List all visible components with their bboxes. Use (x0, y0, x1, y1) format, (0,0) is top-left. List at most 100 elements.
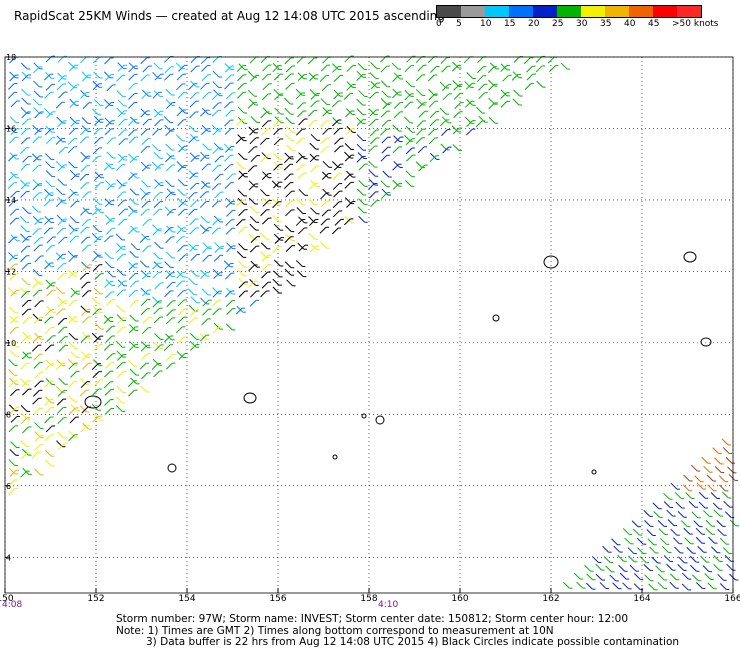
wind-barb (212, 308, 222, 316)
island-outline (492, 314, 500, 322)
wind-barb (56, 116, 66, 124)
wind-barb (106, 84, 116, 92)
time-label-start: 4:08 (2, 600, 23, 610)
wind-barb (190, 92, 200, 100)
wind-barb (440, 143, 450, 151)
wind-barb (286, 279, 296, 287)
wind-barb (9, 208, 20, 216)
wind-barb (43, 73, 54, 81)
wind-barb (8, 174, 18, 181)
wind-barb (199, 333, 210, 340)
wind-barb (8, 479, 18, 487)
y-tick-label: 10 (6, 339, 16, 348)
wind-barb (273, 128, 283, 136)
wind-barb (381, 90, 391, 98)
wind-barb (141, 164, 152, 172)
wind-barb (80, 226, 90, 234)
wind-barb (249, 74, 260, 82)
wind-barb (273, 161, 283, 169)
legend-swatch (509, 6, 533, 17)
y-tick-label: 8 (6, 410, 11, 419)
wind-barb (166, 309, 176, 317)
wind-barb (500, 64, 510, 72)
wind-barb (262, 217, 272, 225)
wind-barb (21, 74, 31, 82)
wind-barb (10, 389, 20, 397)
wind-barb (10, 191, 20, 198)
wind-barb (94, 171, 104, 179)
wind-barb (141, 289, 152, 297)
wind-barb (592, 556, 602, 564)
wind-barb (415, 74, 426, 82)
wind-barb (68, 271, 78, 279)
wind-barb (344, 143, 355, 150)
wind-barb (202, 308, 212, 316)
wind-barb (32, 98, 43, 106)
wind-barb (260, 242, 271, 250)
wind-barb (199, 191, 210, 199)
wind-barb (563, 581, 573, 589)
wind-barb (80, 56, 90, 64)
wind-barb (9, 74, 19, 82)
wind-barb (657, 573, 668, 581)
wind-barb (68, 362, 78, 370)
wind-barb (104, 251, 114, 259)
wind-barb (32, 228, 42, 236)
wind-barb (200, 182, 211, 190)
wind-barb (298, 244, 308, 252)
wind-barb (238, 260, 248, 268)
wind-barb (714, 466, 725, 474)
wind-barb (309, 153, 319, 161)
wind-barb (188, 136, 198, 144)
wind-barb (154, 344, 164, 352)
wind-barb (403, 116, 414, 124)
wind-barb (56, 227, 66, 235)
wind-barb (8, 358, 18, 366)
wind-barb (93, 127, 103, 135)
wind-barb (45, 425, 56, 433)
y-tick-label: 16 (6, 124, 16, 133)
wind-barb (261, 173, 272, 180)
wind-barb (405, 125, 416, 133)
wind-barb (190, 269, 200, 277)
wind-barb (70, 287, 80, 295)
wind-barb (393, 101, 404, 109)
wind-barb (140, 128, 151, 136)
wind-barb (80, 381, 91, 389)
wind-barb (322, 128, 332, 135)
island-outline (543, 255, 559, 269)
wind-barb (249, 206, 260, 214)
wind-barb (21, 88, 31, 96)
wind-barb (285, 190, 295, 198)
wind-barb (22, 388, 32, 396)
wind-barb (93, 359, 103, 367)
wind-barb (272, 286, 282, 294)
wind-barb (139, 187, 150, 195)
wind-barb (92, 56, 103, 64)
wind-barb (723, 500, 733, 508)
wind-barb (369, 91, 379, 99)
wind-barb (128, 324, 139, 331)
wind-barb (225, 109, 235, 117)
wind-barb (93, 236, 103, 244)
wind-barb (274, 116, 284, 124)
wind-barb (176, 271, 186, 279)
wind-barb (284, 156, 294, 164)
wind-barb (128, 136, 139, 144)
wind-barb (248, 280, 258, 288)
wind-barb (57, 273, 67, 281)
wind-barb (190, 309, 200, 317)
wind-barb (725, 456, 735, 464)
wind-barb (45, 245, 55, 253)
wind-barb (224, 128, 235, 135)
wind-barb (200, 82, 210, 90)
wind-barb (381, 192, 391, 199)
wind-barb (250, 155, 260, 162)
wind-barb (393, 111, 404, 119)
wind-barb (9, 273, 19, 281)
wind-barb (345, 108, 356, 116)
wind-barb (524, 83, 535, 90)
wind-barb (117, 199, 127, 207)
wind-barb (177, 245, 187, 253)
wind-barb (8, 83, 18, 90)
